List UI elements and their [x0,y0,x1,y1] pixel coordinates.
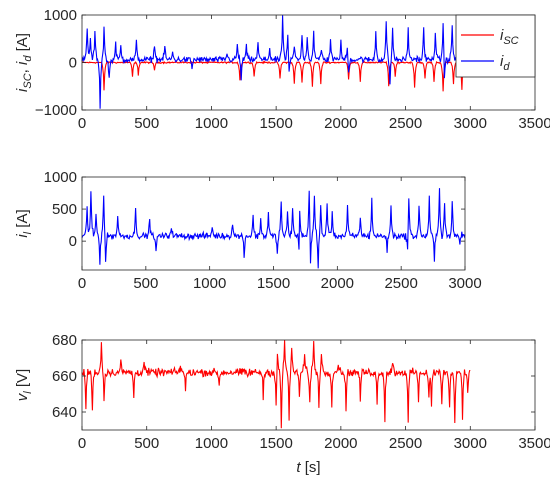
x-tick-label: 3000 [454,435,487,452]
panel-vl: 0 500 1000 1500 2000 2500 3000 3500 640 660 680 vl… [14,332,550,476]
y-tick-label: 500 [52,201,77,218]
panel-3-ylabel: vl [V] [14,369,34,401]
series-line-i-l [81,188,466,269]
x-tick-label: 3500 [518,115,550,132]
panel-3-xlabel: t [s] [296,459,320,476]
panel-3-ticks: 0 500 1000 1500 2000 2500 3000 3500 640 660 680 [52,332,550,452]
y-tick-label: −1000 [35,102,77,119]
x-tick-label: 1500 [257,275,290,292]
y-tick-label: 1000 [44,7,77,24]
x-tick-label: 3500 [518,435,550,452]
x-tick-label: 2000 [324,435,357,452]
panel-3-lines [81,340,471,429]
y-tick-label: 1000 [44,169,77,186]
series-line-i-d [81,15,471,109]
panel-1-legend: iSC id [455,14,536,78]
x-tick-label: 500 [133,275,158,292]
x-tick-label: 0 [78,275,86,292]
x-tick-label: 1500 [259,435,292,452]
x-tick-label: 1000 [193,275,226,292]
panel-2-ylabel: il [A] [14,209,34,237]
y-tick-label: 660 [52,368,77,385]
legend-label: id [500,53,510,73]
y-tick-label: 0 [69,55,77,72]
x-tick-label: 1000 [195,435,228,452]
panel-3-axes-box [81,339,536,431]
x-tick-label: 500 [134,435,159,452]
series-line-v-l [81,340,471,429]
panel-2-ticks: 0 500 1000 1500 2000 2500 3000 0 500 1000 [44,169,482,292]
panel-2-lines [81,188,466,269]
panel-il: 0 500 1000 1500 2000 2500 3000 0 500 1000 il [A] [14,169,482,292]
x-tick-label: 2500 [389,115,422,132]
y-tick-label: 0 [69,233,77,250]
x-tick-label: 2000 [324,115,357,132]
x-tick-label: 3000 [454,115,487,132]
x-tick-label: 500 [134,115,159,132]
x-tick-label: 2500 [384,275,417,292]
y-tick-label: 680 [52,332,77,349]
x-tick-label: 0 [78,115,86,132]
panel-1-lines [81,15,471,109]
x-tick-label: 0 [78,435,86,452]
x-tick-label: 1500 [259,115,292,132]
x-tick-label: 2000 [321,275,354,292]
panel-1-ylabel: iSC, id [A] [14,33,34,92]
y-tick-label: 640 [52,404,77,421]
legend-box [455,14,536,78]
x-tick-label: 2500 [389,435,422,452]
x-tick-label: 3000 [448,275,481,292]
x-tick-label: 1000 [195,115,228,132]
legend-label: iSC [500,27,519,47]
